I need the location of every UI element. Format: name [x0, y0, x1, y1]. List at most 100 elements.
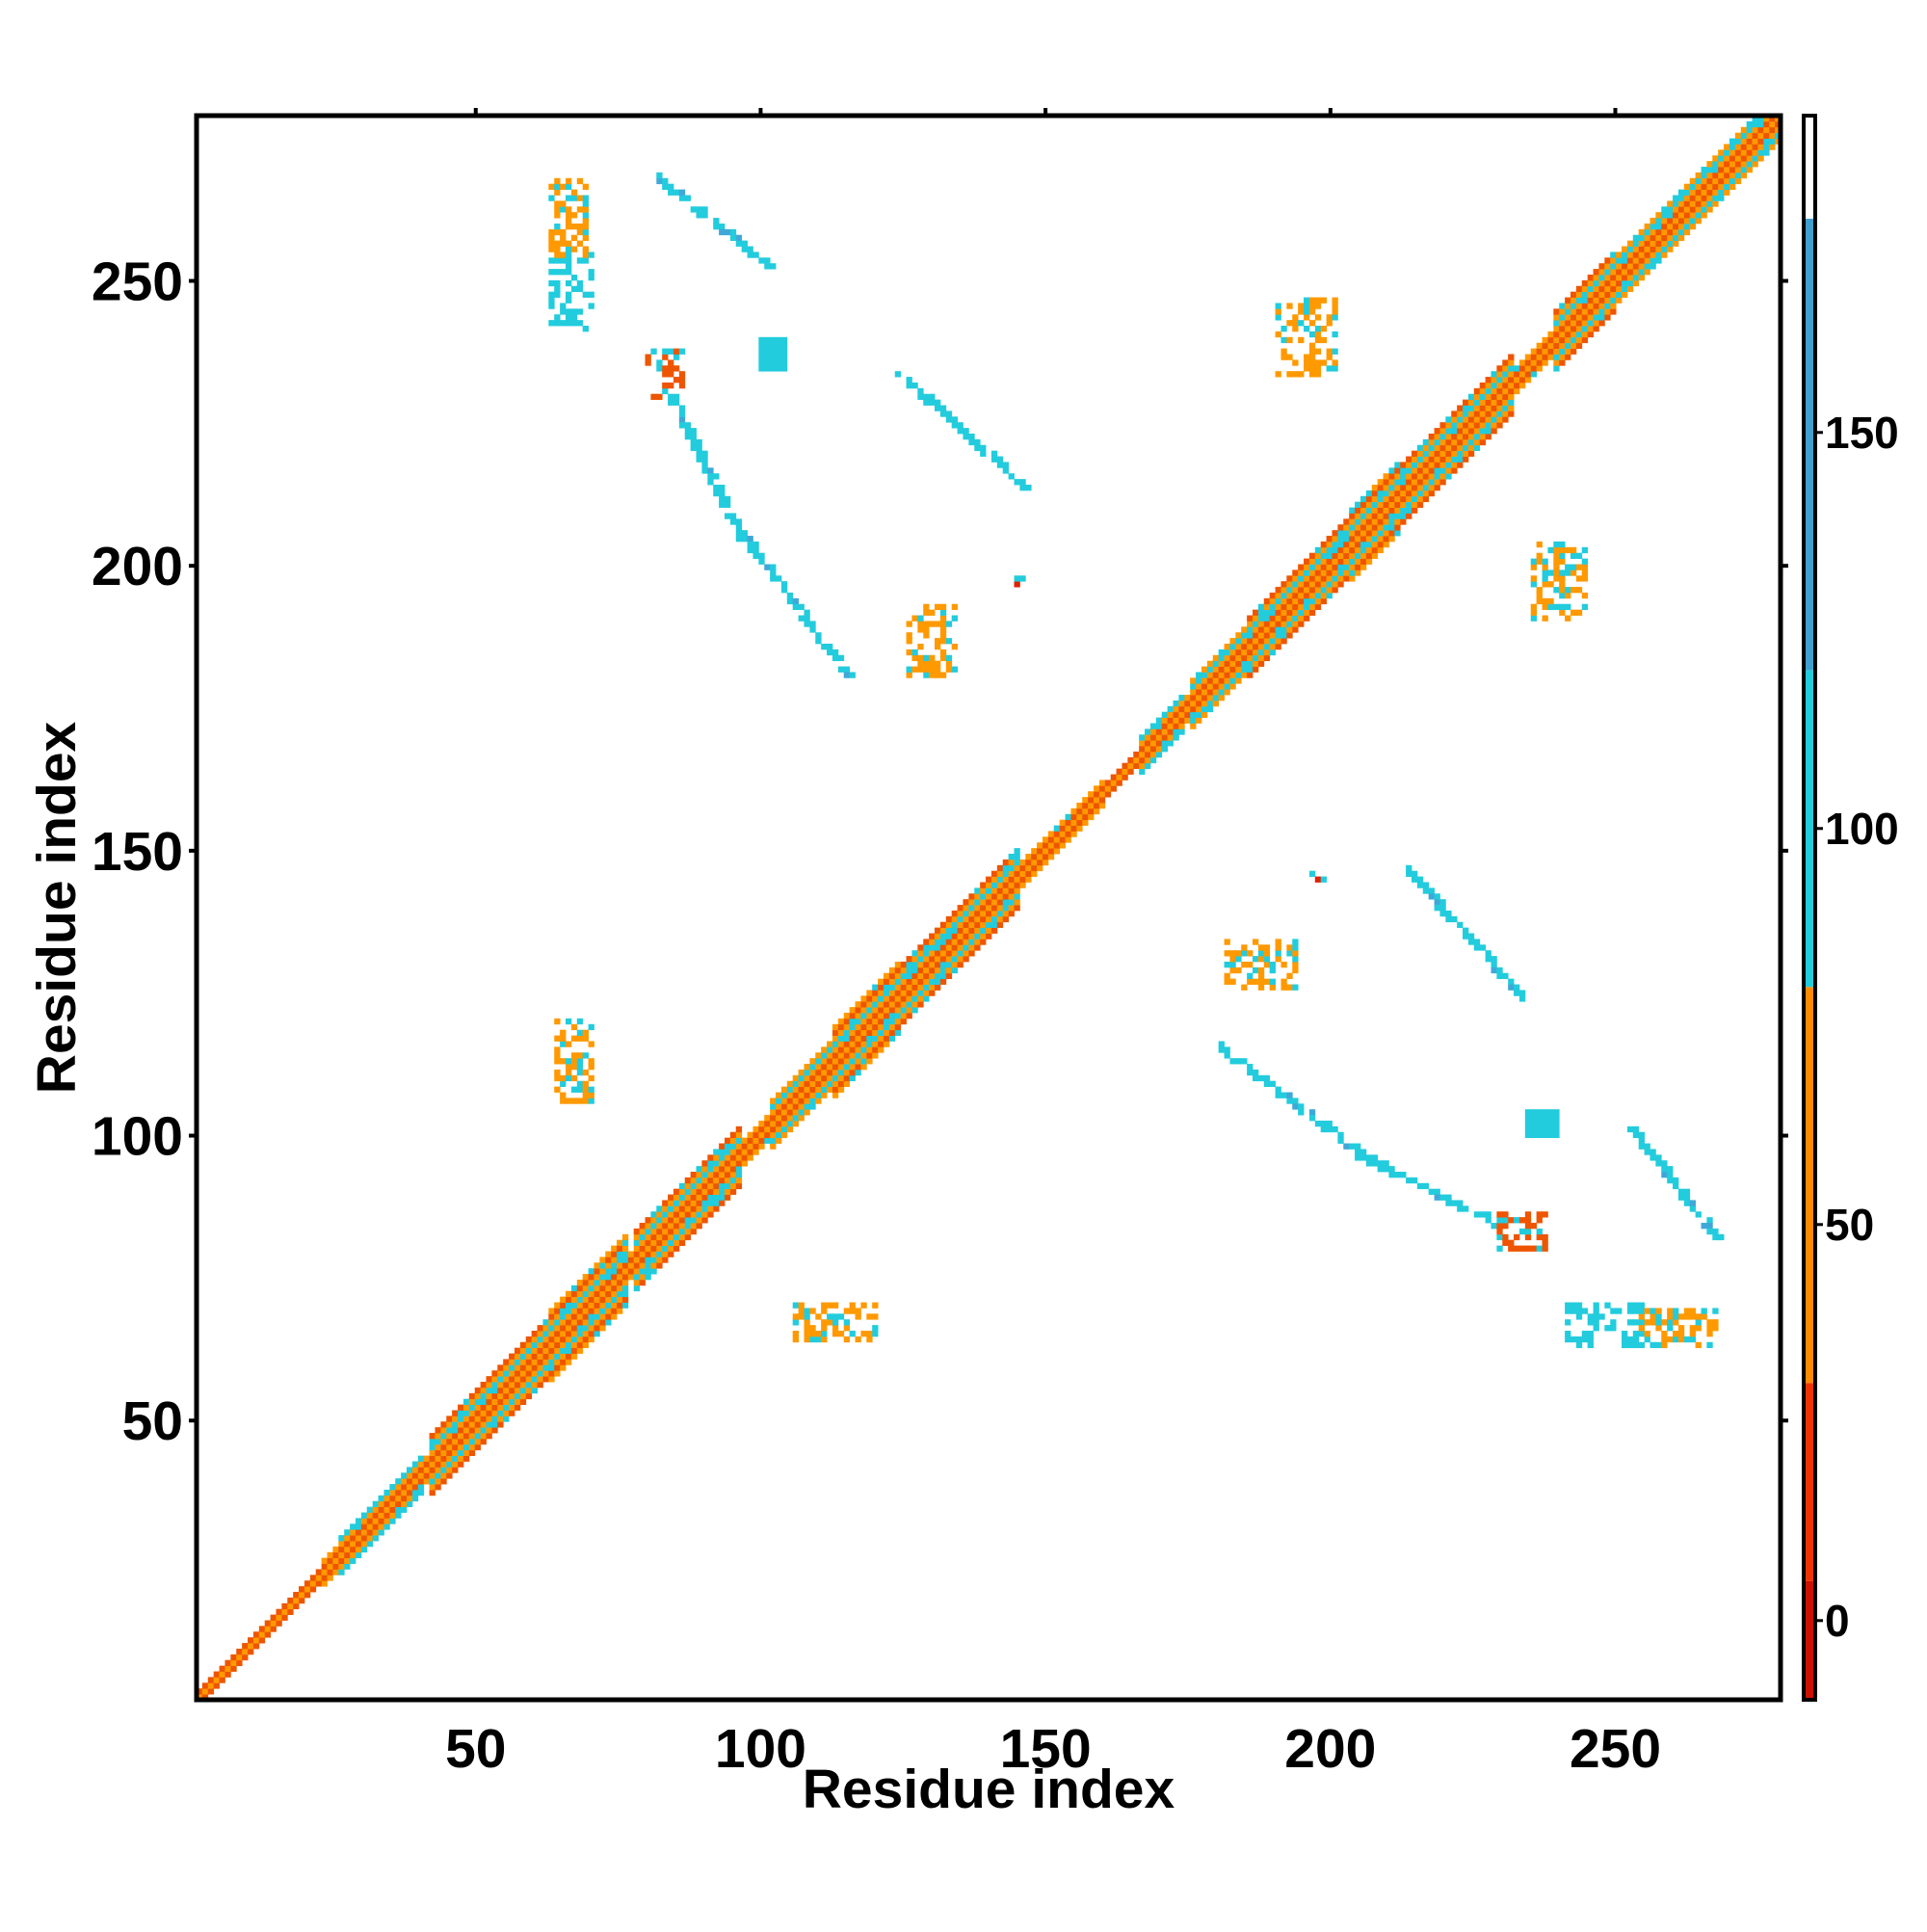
heatmap-cell — [1598, 269, 1605, 276]
heatmap-cell — [1502, 1223, 1509, 1230]
heatmap-cell — [1247, 626, 1254, 633]
heatmap-cell — [1575, 320, 1583, 327]
heatmap-cell — [570, 1052, 578, 1059]
heatmap-cell — [1275, 1092, 1281, 1098]
heatmap-cell — [1518, 382, 1526, 389]
heatmap-cell — [935, 603, 941, 611]
heatmap-cell — [1565, 348, 1571, 355]
heatmap-cell — [566, 206, 572, 213]
heatmap-cell — [645, 1245, 651, 1252]
heatmap-cell — [1445, 422, 1452, 429]
heatmap-cell — [1292, 615, 1299, 622]
heatmap-cell — [1326, 552, 1333, 560]
heatmap-cell — [1661, 234, 1668, 242]
heatmap-cell — [770, 1103, 777, 1110]
heatmap-cell — [1292, 320, 1299, 327]
heatmap-cell — [758, 365, 765, 372]
heatmap-cell — [1661, 1319, 1668, 1326]
heatmap-cell — [1212, 683, 1220, 690]
heatmap-cell — [939, 638, 947, 645]
heatmap-cell — [1365, 541, 1373, 548]
heatmap-cell — [821, 1046, 828, 1053]
heatmap-cell — [1593, 279, 1599, 287]
heatmap-cell — [576, 1290, 584, 1298]
heatmap-cell — [1253, 615, 1259, 622]
heatmap-cell — [1673, 1177, 1679, 1184]
heatmap-cell — [1292, 621, 1299, 627]
heatmap-cell — [668, 1194, 674, 1201]
heatmap-cell — [1701, 167, 1707, 173]
heatmap-cell — [1314, 326, 1322, 332]
heatmap-cell — [1502, 359, 1509, 366]
heatmap-cell — [725, 513, 731, 519]
heatmap-cell — [338, 1569, 345, 1575]
heatmap-cell — [1689, 189, 1697, 196]
heatmap-cell — [929, 972, 936, 980]
heatmap-cell — [611, 1296, 618, 1303]
heatmap-cell — [407, 1489, 413, 1496]
heatmap-cell — [1775, 116, 1782, 122]
heatmap-cell — [1371, 546, 1379, 554]
heatmap-cell — [1530, 1245, 1538, 1252]
heatmap-cell — [1053, 848, 1061, 855]
heatmap-cell — [815, 1080, 822, 1088]
heatmap-cell — [1337, 569, 1344, 576]
heatmap-cell — [1269, 638, 1276, 645]
heatmap-cell — [696, 450, 702, 457]
heatmap-cell — [1445, 438, 1452, 446]
heatmap-cell — [1434, 893, 1440, 900]
heatmap-cell — [1053, 836, 1061, 843]
heatmap-cell — [1422, 456, 1430, 463]
heatmap-cell — [1314, 558, 1322, 565]
heatmap-cell — [673, 399, 680, 406]
heatmap-cell — [1304, 558, 1310, 565]
heatmap-cell — [1104, 780, 1112, 786]
heatmap-cell — [1581, 291, 1589, 298]
heatmap-cell — [1445, 433, 1452, 440]
heatmap-cell — [560, 1364, 567, 1371]
heatmap-cell — [1002, 893, 1010, 900]
heatmap-cell — [1479, 405, 1486, 411]
heatmap-cell — [1667, 212, 1674, 219]
heatmap-cell — [576, 1080, 584, 1088]
heatmap-cell — [662, 1211, 669, 1218]
heatmap-cell — [804, 1080, 810, 1088]
heatmap-cell — [1604, 1325, 1611, 1332]
heatmap-cell — [792, 1074, 799, 1082]
heatmap-cell — [1434, 450, 1440, 457]
heatmap-cell — [1292, 626, 1299, 633]
heatmap-cell — [1332, 536, 1338, 543]
heatmap-cell — [1559, 587, 1566, 594]
heatmap-cell — [588, 1279, 594, 1286]
heatmap-cell — [673, 1188, 680, 1195]
heatmap-cell — [1406, 462, 1412, 468]
heatmap-cell — [821, 1319, 828, 1326]
heatmap-cell — [1514, 387, 1520, 395]
heatmap-cell — [1775, 120, 1782, 128]
heatmap-cell — [1536, 597, 1543, 605]
heatmap-cell — [1689, 195, 1697, 201]
heatmap-cell — [872, 990, 879, 996]
heatmap-cell — [1451, 433, 1458, 440]
heatmap-cell — [264, 1631, 271, 1638]
heatmap-cell — [1467, 450, 1475, 457]
heatmap-cell — [1553, 1120, 1560, 1127]
heatmap-cell — [1349, 552, 1356, 560]
heatmap-cell — [1422, 479, 1430, 486]
heatmap-cell — [1326, 348, 1333, 355]
heatmap-cell — [1422, 495, 1430, 503]
heatmap-cell — [576, 1284, 584, 1292]
heatmap-cell — [804, 1069, 810, 1076]
heatmap-cell — [389, 1506, 396, 1513]
heatmap-cell — [650, 1268, 657, 1275]
heatmap-cell — [1502, 387, 1509, 395]
heatmap-cell — [299, 1586, 305, 1593]
heatmap-cell — [599, 1313, 606, 1320]
heatmap-cell — [883, 984, 890, 991]
heatmap-cell — [1575, 342, 1583, 349]
heatmap-cell — [1553, 314, 1560, 321]
heatmap-cell — [1593, 326, 1599, 332]
heatmap-cell — [1457, 450, 1464, 457]
heatmap-cell — [1428, 490, 1435, 497]
heatmap-cell — [1445, 467, 1452, 474]
